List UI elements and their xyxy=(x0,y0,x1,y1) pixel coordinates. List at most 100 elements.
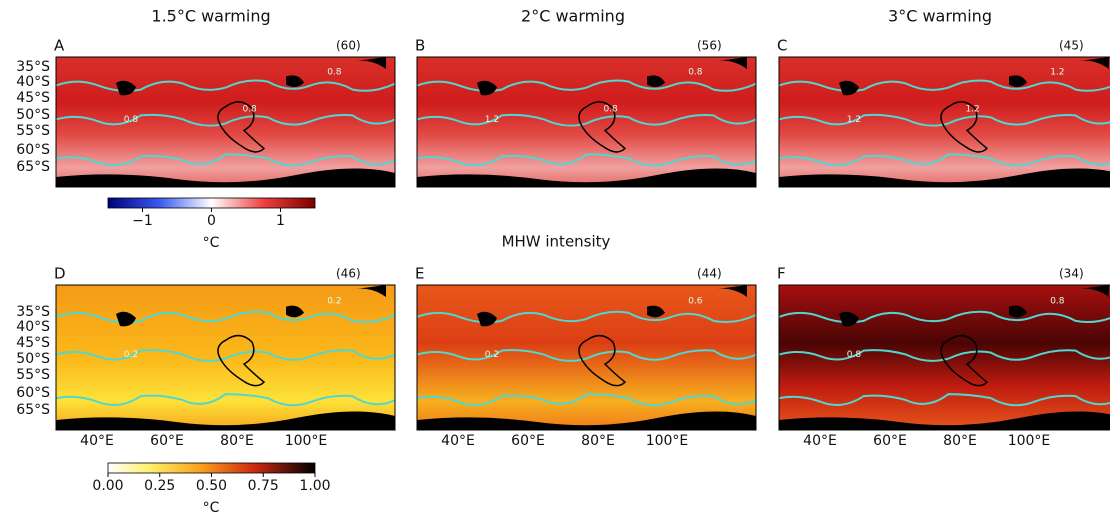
contour-label: 0.2 xyxy=(327,296,341,306)
contour-line xyxy=(416,393,757,407)
panel-letter: E xyxy=(415,265,424,283)
antarctica xyxy=(779,411,1110,430)
lon-label: 60°E xyxy=(511,433,545,449)
colorbar-tick-label: 1 xyxy=(276,213,285,229)
map-background xyxy=(779,285,1110,430)
contour-line xyxy=(778,113,1110,127)
contour-line xyxy=(55,113,396,127)
panels: A (60) 0.8 0.8 0.8 B (56) 0.8 1.2 0.8 C (45) 1.2 1.2 1… xyxy=(16,37,1110,516)
lon-label: 40°E xyxy=(441,433,475,449)
map-frame xyxy=(416,284,757,431)
colorbar xyxy=(107,462,316,474)
contour-line xyxy=(55,310,396,324)
panel-letter: C xyxy=(777,37,787,55)
lon-label: 40°E xyxy=(803,433,837,449)
contour-label: 0.6 xyxy=(688,296,703,306)
lat-label: 55°S xyxy=(16,123,50,139)
map-panel xyxy=(778,284,1110,431)
lat-label: 40°S xyxy=(16,74,50,90)
column-title: 1.5°C warming xyxy=(151,7,270,26)
map-background xyxy=(417,57,756,187)
lat-label: 35°S xyxy=(16,304,50,320)
map-frame xyxy=(416,56,757,188)
contour-line xyxy=(416,79,757,92)
contour-label: 1.2 xyxy=(485,115,499,125)
panel-count: (46) xyxy=(336,267,361,281)
lon-label: 60°E xyxy=(873,433,907,449)
lat-label: 50°S xyxy=(16,351,50,367)
lon-label: 80°E xyxy=(943,433,977,449)
contour-line xyxy=(55,349,396,362)
island xyxy=(940,101,989,153)
panel-count: (60) xyxy=(336,39,361,53)
contour-label: 1.2 xyxy=(847,115,861,125)
colorbar-unit: °C xyxy=(203,235,220,251)
lat-label: 65°S xyxy=(16,402,50,418)
panel-count: (44) xyxy=(697,267,722,281)
island xyxy=(940,334,989,387)
antarctica xyxy=(56,411,395,430)
contour-line xyxy=(55,153,396,167)
panel-count: (56) xyxy=(697,39,722,53)
contour-line xyxy=(778,79,1110,92)
panel-count: (34) xyxy=(1059,267,1084,281)
contour-line xyxy=(778,153,1110,167)
lon-label: 100°E xyxy=(646,433,689,449)
lon-label: 40°E xyxy=(80,433,114,449)
contour-label: 0.8 xyxy=(242,105,257,115)
contour-line xyxy=(416,349,757,362)
colorbar-unit: °C xyxy=(203,500,220,516)
antarctica xyxy=(779,168,1110,187)
column-title: 2°C warming xyxy=(521,7,625,26)
lon-label: 80°E xyxy=(220,433,254,449)
colorbar-tick-label: 1.00 xyxy=(299,478,330,494)
map-panel xyxy=(55,56,396,188)
panel-letter: F xyxy=(777,265,786,283)
lat-label: 55°S xyxy=(16,367,50,383)
lat-label: 40°S xyxy=(16,319,50,335)
contour-label: 0.8 xyxy=(847,350,862,360)
lon-label: 80°E xyxy=(581,433,615,449)
lat-label: 65°S xyxy=(16,159,50,175)
lon-label: 100°E xyxy=(1008,433,1051,449)
panel-letter: D xyxy=(54,265,66,283)
island xyxy=(578,101,627,153)
map-frame xyxy=(778,284,1110,431)
antarctica xyxy=(417,168,756,187)
contour-label: 0.8 xyxy=(603,105,618,115)
colorbar-tick-label: 0.75 xyxy=(248,478,279,494)
map-panel xyxy=(778,56,1110,188)
map-frame xyxy=(778,56,1110,188)
colorbar-tick-label: 0.50 xyxy=(196,478,227,494)
contour-line xyxy=(55,393,396,407)
map-frame xyxy=(55,284,396,431)
colorbar-tick-label: −1 xyxy=(132,213,153,229)
lat-label: 60°S xyxy=(16,385,50,401)
map-panel xyxy=(416,56,757,188)
contour-label: 0.8 xyxy=(688,68,703,78)
island xyxy=(578,334,627,387)
lat-label: 35°S xyxy=(16,59,50,75)
map-frame xyxy=(55,56,396,188)
lat-label: 50°S xyxy=(16,107,50,123)
lat-label: 60°S xyxy=(16,142,50,158)
contour-label: 1.2 xyxy=(1050,68,1064,78)
contour-line xyxy=(778,310,1110,324)
contour-line xyxy=(778,349,1110,362)
colorbar-tick-label: 0.00 xyxy=(92,478,123,494)
contour-label: 0.8 xyxy=(1050,296,1065,306)
row-title: MHW intensity xyxy=(502,233,611,251)
colorbar xyxy=(107,197,316,209)
panel-letter: B xyxy=(415,37,425,55)
contour-label: 1.2 xyxy=(965,105,979,115)
contour-line xyxy=(55,79,396,92)
contour-label: 0.8 xyxy=(327,68,342,78)
antarctica xyxy=(417,411,756,430)
lat-label: 45°S xyxy=(16,90,50,106)
island xyxy=(217,334,266,387)
lat-label: 45°S xyxy=(16,335,50,351)
contour-line xyxy=(778,393,1110,407)
contour-label: 0.2 xyxy=(485,350,499,360)
column-title: 3°C warming xyxy=(888,7,992,26)
